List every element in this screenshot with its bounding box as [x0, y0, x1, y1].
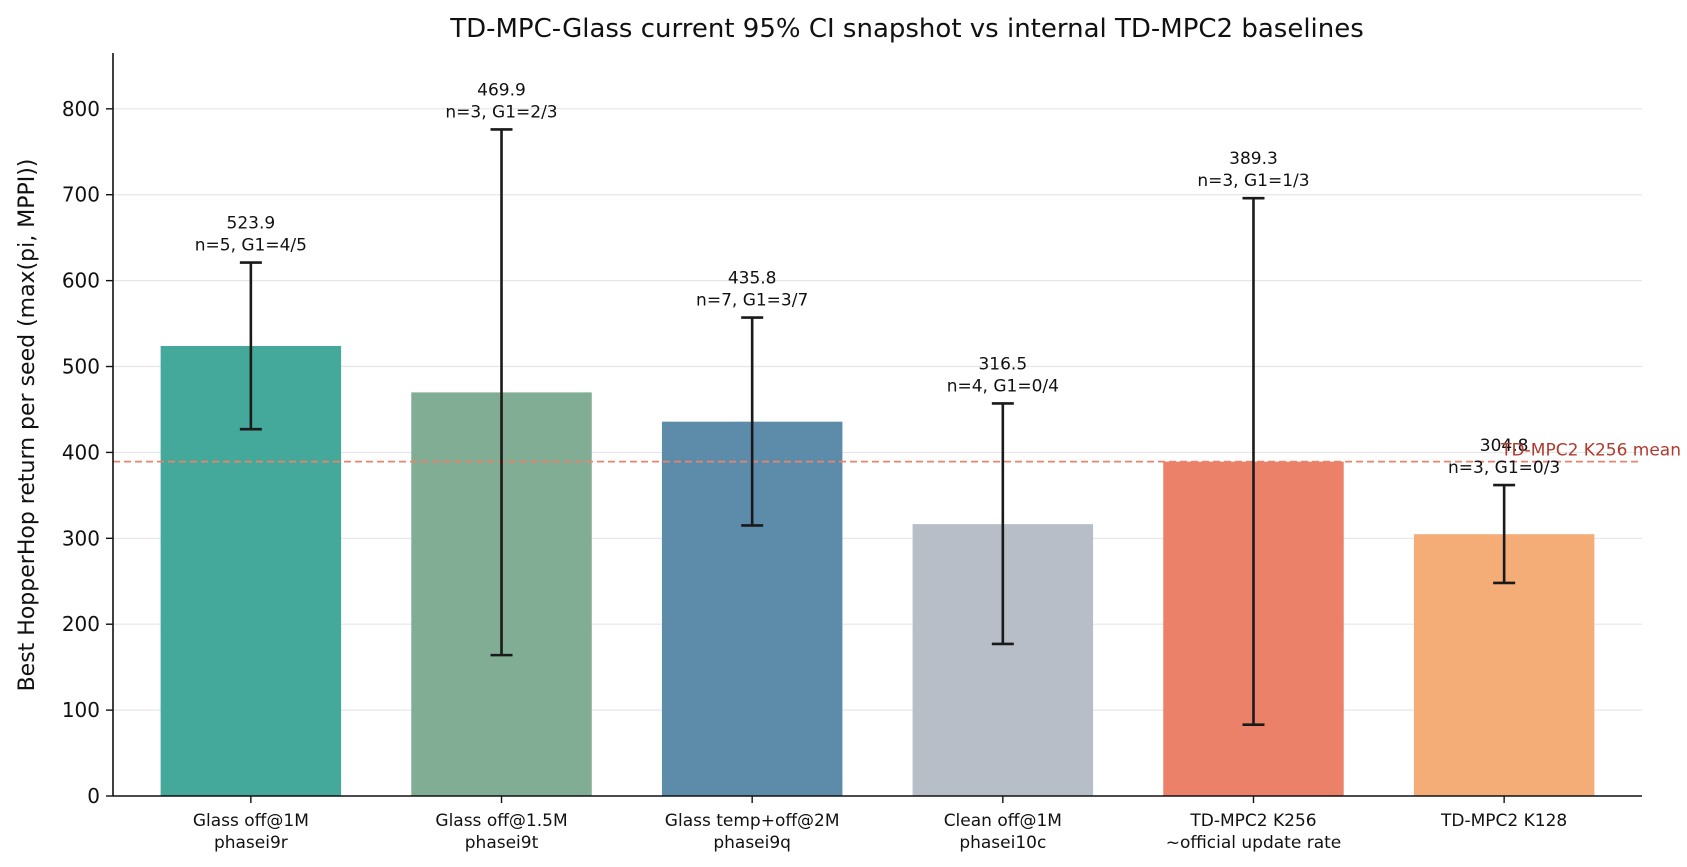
axes	[106, 53, 1642, 803]
x-tick-sublabel: phasei9q	[713, 833, 791, 853]
y-axis-label: Best HopperHop return per seed (max(pi, …	[15, 159, 40, 692]
y-tick-label: 0	[87, 784, 100, 808]
x-tick-label: Clean off@1M	[944, 811, 1062, 831]
n-label: n=3, G1=2/3	[445, 102, 557, 122]
data-labels: 523.9n=5, G1=4/5 469.9n=3, G1=2/3 435.8n=7…	[195, 80, 1681, 478]
x-tick-sublabel: ~official update rate	[1166, 833, 1342, 853]
n-label: n=5, G1=4/5	[195, 236, 307, 256]
n-label: n=3, G1=1/3	[1197, 171, 1309, 191]
y-tick-label: 300	[62, 526, 100, 550]
value-label: 469.9	[477, 80, 526, 100]
y-tick-label: 800	[62, 97, 100, 121]
x-tick-sublabel: phasei9t	[465, 833, 539, 853]
x-tick-sublabel: phasei10c	[959, 833, 1046, 853]
error-bars	[239, 128, 1516, 727]
n-label: n=3, G1=0/3	[1448, 458, 1560, 478]
value-label: 316.5	[978, 354, 1027, 374]
chart-title: TD-MPC-Glass current 95% CI snapshot vs …	[449, 14, 1364, 44]
y-tick-label: 500	[62, 355, 100, 379]
x-tick-label: TD-MPC2 K128	[1440, 811, 1567, 831]
x-tick-label: Glass off@1.5M	[435, 811, 567, 831]
bars	[160, 345, 1595, 796]
grid-lines	[113, 108, 1642, 711]
x-tick-label: TD-MPC2 K256	[1189, 811, 1316, 831]
n-label: n=4, G1=0/4	[947, 376, 1059, 396]
y-tick-label: 100	[62, 698, 100, 722]
value-label: 389.3	[1229, 149, 1278, 169]
value-label: 435.8	[728, 269, 777, 289]
value-label: 304.8	[1480, 436, 1529, 456]
x-tick-label: Glass off@1M	[193, 811, 309, 831]
value-label: 523.9	[227, 214, 276, 234]
y-tick-label: 700	[62, 183, 100, 207]
y-tick-label: 600	[62, 269, 100, 293]
n-label: n=7, G1=3/7	[696, 291, 808, 311]
y-tick-label: 400	[62, 440, 100, 464]
x-tick-label: Glass temp+off@2M	[665, 811, 840, 831]
reference-line-label: TD-MPC2 K256 mean	[1500, 441, 1681, 461]
y-tick-label: 200	[62, 612, 100, 636]
x-tick-sublabel: phasei9r	[214, 833, 288, 853]
